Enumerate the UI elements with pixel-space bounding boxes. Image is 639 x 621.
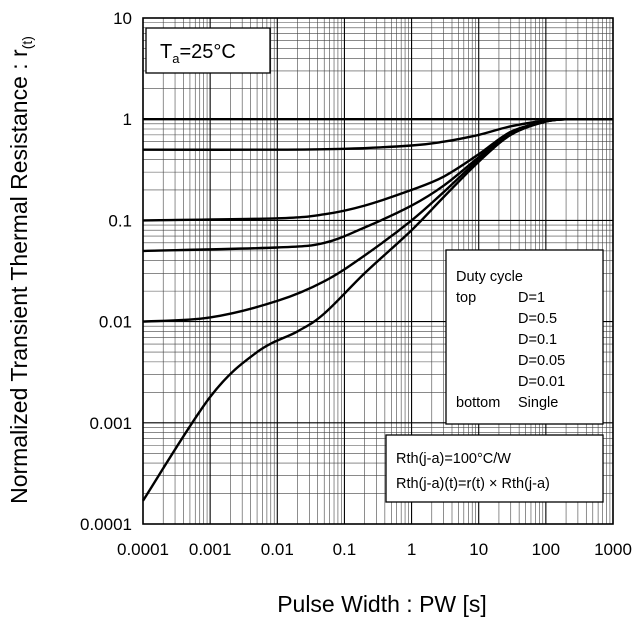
x-tick-label: 0.0001 [117,540,169,559]
x-tick-labels: 0.0001 0.001 0.01 0.1 1 10 100 1000 [117,540,632,559]
note-line: Rth(j-a)(t)=r(t) × Rth(j-a) [396,476,550,492]
legend-bottom-label: bottom [456,395,500,411]
y-tick-label: 0.001 [89,414,132,433]
x-tick-label: 0.01 [261,540,294,559]
series-line [142,118,613,151]
legend-title: Duty cycle [456,269,523,285]
legend-entry: D=0.1 [518,332,557,348]
annotation-subscript: a [172,51,180,66]
y-tick-label: 0.01 [99,313,132,332]
y-tick-label: 1 [123,110,132,129]
note-line: Rth(j-a)=100°C/W [396,451,511,467]
x-tick-label: 0.001 [189,540,232,559]
legend-entry: D=1 [518,290,545,306]
x-axis-title: Pulse Width : PW [s] [277,591,487,617]
legend-entry: D=0.01 [518,374,565,390]
plot-frame [142,17,614,525]
legend-top-label: top [456,290,476,306]
annotation-text: Ta=25°C [160,41,236,66]
series-line [141,118,613,502]
legend-entry: D=0.5 [518,311,557,327]
annotation-rest: =25°C [179,41,235,63]
x-tick-label: 100 [532,540,560,559]
y-tick-labels: 0.0001 0.001 0.01 0.1 1 10 [80,9,132,534]
series-layer [141,117,613,502]
y-tick-label: 10 [113,9,132,28]
x-tick-label: 1 [407,540,416,559]
annotation-box [145,27,271,74]
y-axis-title-subscript: (t) [19,36,35,49]
y-tick-label: 0.0001 [80,515,132,534]
y-axis-title: Normalized Transient Thermal Resistance … [6,36,35,504]
legend-entry: D=0.05 [518,353,565,369]
x-tick-label: 0.1 [333,540,357,559]
legend-box [445,249,604,425]
legend-entry: Single [518,395,558,411]
note-box [385,434,604,503]
y-tick-label: 0.1 [108,211,132,230]
x-tick-label: 10 [469,540,488,559]
x-tick-label: 1000 [594,540,632,559]
